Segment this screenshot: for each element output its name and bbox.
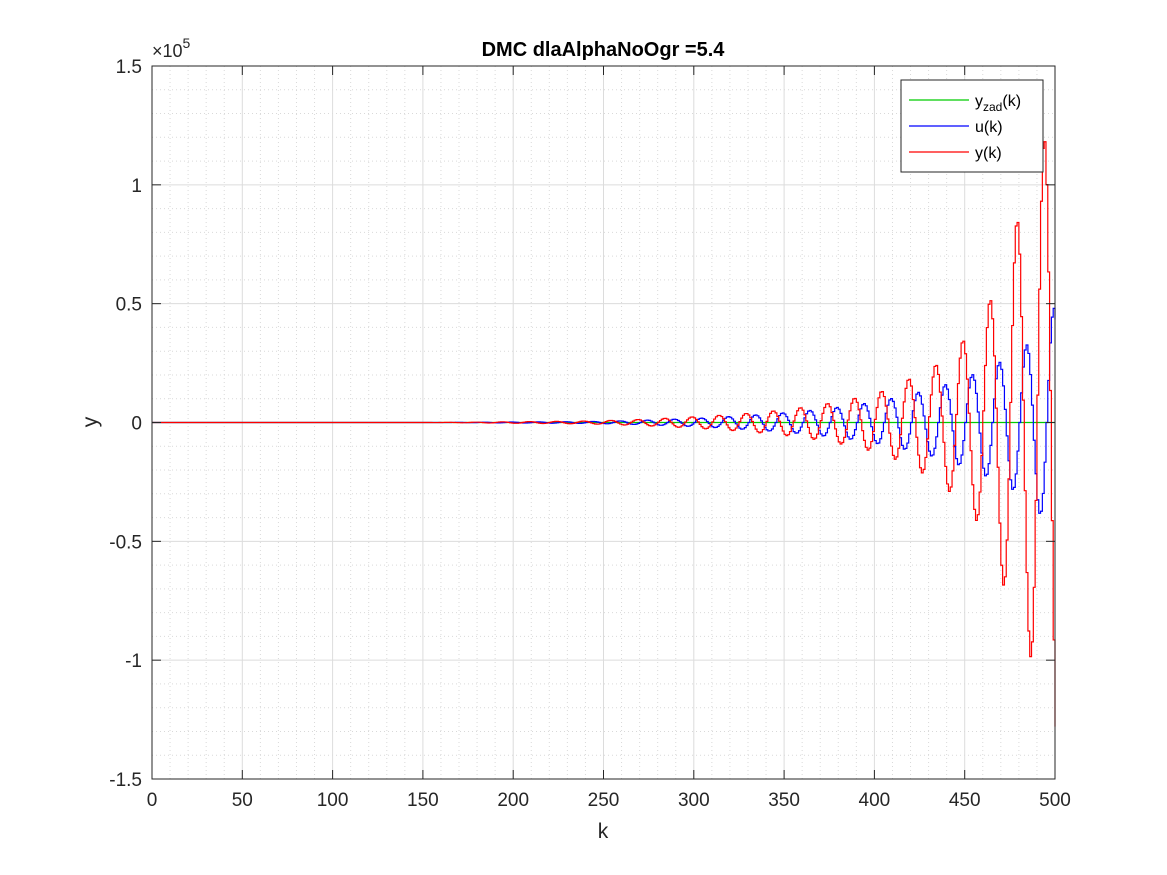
y-axis-label: y xyxy=(79,416,102,427)
chart-title: DMC dlaAlphaNoOgr =5.4 xyxy=(482,39,726,61)
y-tick-label: 0 xyxy=(131,414,142,435)
y-tick-label: 0.5 xyxy=(116,295,142,316)
legend-label: y(k) xyxy=(975,145,1002,162)
x-tick-label: 400 xyxy=(859,790,891,811)
x-tick-label: 150 xyxy=(407,790,439,811)
legend[interactable]: yzad(k) u(k) y(k) xyxy=(900,79,1044,173)
x-tick-label: 500 xyxy=(1039,790,1071,811)
y-tick-label: -1 xyxy=(125,651,142,672)
y-tick-label: 1 xyxy=(131,176,142,197)
series-line-y xyxy=(152,141,1056,727)
x-axis-label: k xyxy=(598,820,609,843)
x-tick-label: 300 xyxy=(678,790,710,811)
x-tick-label: 50 xyxy=(232,790,253,811)
legend-label: yzad(k) xyxy=(975,93,1021,114)
x-tick-label: 250 xyxy=(588,790,620,811)
y-exponent-label: ×105 xyxy=(152,35,191,61)
x-tick-label: 450 xyxy=(949,790,981,811)
y-tick-label: -0.5 xyxy=(109,532,142,553)
y-tick-label: 1.5 xyxy=(116,57,142,78)
x-tick-label: 200 xyxy=(497,790,529,811)
y-tick-labels: -1.5 -1 -0.5 0 0.5 1 1.5 xyxy=(109,57,142,791)
x-tick-labels: 0 50 100 150 200 250 300 350 400 450 500 xyxy=(147,790,1071,811)
axis-ticks xyxy=(151,65,1056,780)
x-tick-label: 350 xyxy=(768,790,800,811)
y-tick-label: -1.5 xyxy=(109,770,142,791)
legend-label: u(k) xyxy=(975,119,1003,136)
x-tick-label: 100 xyxy=(317,790,349,811)
x-tick-label: 0 xyxy=(147,790,158,811)
series-layer xyxy=(152,141,1056,727)
